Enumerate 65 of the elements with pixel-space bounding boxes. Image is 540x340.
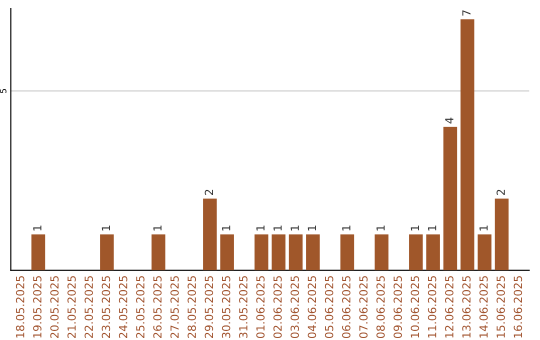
bar — [494, 198, 509, 270]
x-tick-label: 26.05.2025 — [153, 276, 162, 338]
x-tick-label: 27.05.2025 — [170, 276, 179, 338]
x-tick-label: 03.06.2025 — [290, 276, 299, 338]
x-tick-label: 02.06.2025 — [273, 276, 282, 338]
data-label: 1 — [410, 226, 419, 230]
x-tick-label: 31.05.2025 — [239, 276, 248, 338]
x-tick-label: 23.05.2025 — [102, 276, 110, 338]
data-label: 4 — [445, 118, 454, 124]
x-tick-label: 09.06.2025 — [394, 276, 402, 338]
x-tick-label: 08.06.2025 — [376, 276, 385, 338]
bar — [152, 234, 166, 270]
bar — [374, 234, 388, 270]
x-tick-label: 30.05.2025 — [222, 276, 230, 338]
x-tick-label: 22.05.2025 — [84, 276, 93, 338]
bar — [409, 234, 423, 270]
x-tick-label: 28.05.2025 — [188, 276, 196, 338]
bar — [478, 234, 492, 270]
x-tick-label: 13.06.2025 — [462, 276, 471, 338]
bar — [306, 234, 320, 270]
data-label: 1 — [376, 226, 385, 230]
bar — [288, 234, 303, 270]
bar — [220, 234, 234, 270]
x-tick-label: 11.06.2025 — [428, 276, 436, 338]
x-tick-label: 20.05.2025 — [50, 276, 59, 338]
data-label: 1 — [290, 226, 299, 230]
data-label: 1 — [342, 226, 350, 230]
bar — [31, 234, 46, 270]
x-tick-label: 07.06.2025 — [359, 276, 368, 338]
data-label: 1 — [308, 226, 316, 230]
data-label: 1 — [33, 226, 42, 230]
data-label: 1 — [274, 226, 282, 230]
data-label: 2 — [204, 190, 213, 195]
bar — [203, 198, 217, 270]
bar — [340, 234, 354, 270]
x-tick-label: 01.06.2025 — [256, 276, 265, 338]
bar — [254, 234, 268, 270]
data-label: 1 — [428, 226, 436, 230]
data-label: 7 — [462, 10, 470, 16]
data-label: 1 — [102, 226, 110, 230]
x-tick-label: 10.06.2025 — [410, 276, 420, 338]
x-tick-label: 24.05.2025 — [118, 276, 128, 338]
data-label: 1 — [256, 226, 264, 230]
x-tick-label: 06.06.2025 — [342, 276, 350, 338]
data-label: 2 — [496, 190, 505, 195]
x-tick-label: 05.06.2025 — [324, 276, 334, 338]
bar — [272, 234, 286, 270]
bar — [443, 126, 458, 270]
data-label: 1 — [222, 226, 230, 230]
x-tick-label: 21.05.2025 — [67, 276, 76, 338]
x-tick-label: 18.05.2025 — [16, 276, 24, 338]
data-label: 1 — [480, 226, 488, 230]
x-tick-label: 14.06.2025 — [479, 276, 488, 338]
x-tick-label: 16.06.2025 — [514, 276, 522, 338]
x-tick-label: 19.05.2025 — [33, 276, 42, 338]
data-label: 1 — [153, 226, 162, 230]
bar — [460, 19, 474, 270]
x-tick-label: 04.06.2025 — [308, 276, 316, 338]
x-tick-label: 29.05.2025 — [204, 276, 214, 338]
bar — [426, 234, 440, 270]
x-tick-label: 15.06.2025 — [496, 276, 505, 338]
x-tick-label: 25.05.2025 — [136, 276, 144, 338]
bar — [100, 234, 114, 270]
x-tick-label: 12.06.2025 — [445, 276, 454, 338]
y-tick-label: 5 — [0, 89, 6, 93]
